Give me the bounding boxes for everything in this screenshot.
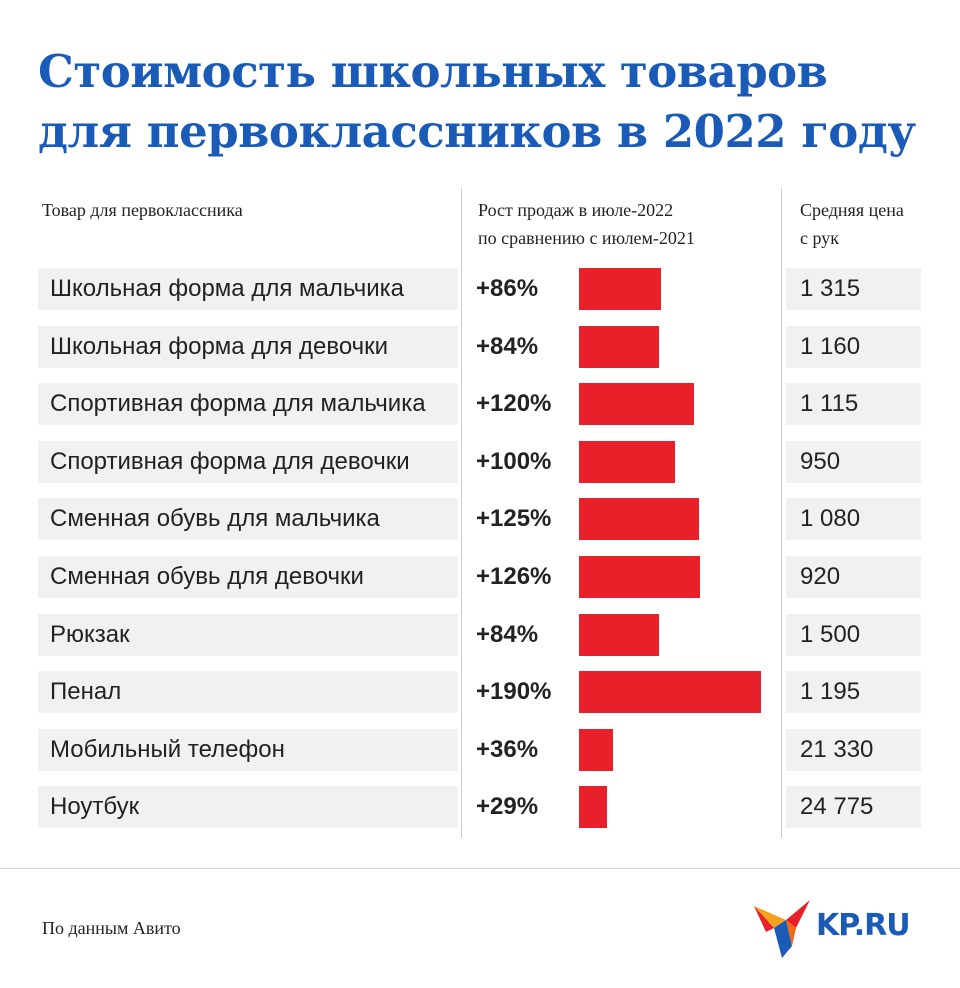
growth-bar xyxy=(579,729,613,771)
item-name: Школьная форма для девочки xyxy=(50,333,389,360)
average-price: 24 775 xyxy=(800,793,874,820)
price-cell-background xyxy=(786,498,921,540)
table-row: Сменная обувь для мальчика +125% 1 080 xyxy=(38,498,921,540)
chart-title-line-1: Стоимость школьных товаров xyxy=(38,45,828,98)
growth-label: +86% xyxy=(476,275,539,302)
row-background xyxy=(38,556,458,598)
average-price: 21 330 xyxy=(800,736,874,763)
row-background xyxy=(38,729,458,771)
column-header-growth-line-2: по сравнению с июлем-2021 xyxy=(478,228,695,248)
growth-bar xyxy=(579,326,659,368)
bird-logo-icon xyxy=(754,900,810,958)
column-divider-left xyxy=(461,188,462,838)
table-row: Рюкзак +84% 1 500 xyxy=(38,614,921,656)
column-header-item: Товар для первоклассника xyxy=(42,196,243,224)
growth-bar xyxy=(579,383,694,425)
growth-label: +100% xyxy=(476,448,552,475)
column-divider-right xyxy=(781,188,782,838)
row-background xyxy=(38,498,458,540)
item-name: Рюкзак xyxy=(50,621,130,648)
growth-bar xyxy=(579,614,659,656)
average-price: 1 080 xyxy=(800,505,861,532)
price-cell-background xyxy=(786,556,921,598)
growth-label: +190% xyxy=(476,678,552,705)
growth-bar xyxy=(579,441,675,483)
table-row: Спортивная форма для мальчика +120% 1 115 xyxy=(38,383,921,425)
row-background xyxy=(38,786,458,828)
average-price: 1 195 xyxy=(800,678,861,705)
row-background xyxy=(38,383,458,425)
growth-label: +126% xyxy=(476,563,552,590)
item-name: Сменная обувь для девочки xyxy=(50,563,364,590)
column-header-price: Средняя цена с рук xyxy=(800,196,904,252)
growth-label: +36% xyxy=(476,736,539,763)
price-cell-background xyxy=(786,786,921,828)
kp-logo: KP.RU xyxy=(752,898,932,960)
growth-bar xyxy=(579,556,700,598)
chart-title-line-2: для первоклассников в 2022 году xyxy=(38,105,916,158)
footer-divider xyxy=(0,868,960,869)
average-price: 920 xyxy=(800,563,841,590)
price-cell-background xyxy=(786,729,921,771)
growth-label: +84% xyxy=(476,621,539,648)
average-price: 1 115 xyxy=(800,390,859,417)
source-note: По данным Авито xyxy=(42,918,181,938)
column-header-price-line-2: с рук xyxy=(800,228,839,248)
item-name: Спортивная форма для мальчика xyxy=(50,390,426,417)
logo-wordmark: KP.RU xyxy=(816,908,911,943)
growth-bar xyxy=(579,671,761,713)
average-price: 1 500 xyxy=(800,621,861,648)
row-background xyxy=(38,614,458,656)
price-cell-background xyxy=(786,614,921,656)
growth-label: +84% xyxy=(476,333,539,360)
table-row: Сменная обувь для девочки +126% 920 xyxy=(38,556,921,598)
table-row: Пенал +190% 1 195 xyxy=(38,671,921,713)
row-background xyxy=(38,441,458,483)
average-price: 1 160 xyxy=(800,333,861,360)
price-cell-background xyxy=(786,383,921,425)
table-row: Спортивная форма для девочки +100% 950 xyxy=(38,441,921,483)
item-name: Мобильный телефон xyxy=(50,736,285,763)
item-name: Ноутбук xyxy=(50,793,140,820)
table-row: Школьная форма для девочки +84% 1 160 xyxy=(38,326,921,368)
row-background xyxy=(38,671,458,713)
row-background xyxy=(38,268,458,310)
item-name: Школьная форма для мальчика xyxy=(50,275,405,302)
growth-label: +29% xyxy=(476,793,539,820)
table-row: Мобильный телефон +36% 21 330 xyxy=(38,729,921,771)
chart-title: Стоимость школьных товаров для первоклас… xyxy=(38,42,916,162)
item-name: Сменная обувь для мальчика xyxy=(50,505,380,532)
average-price: 950 xyxy=(800,448,841,475)
table-row: Ноутбук +29% 24 775 xyxy=(38,786,921,828)
price-cell-background xyxy=(786,671,921,713)
column-header-growth-line-1: Рост продаж в июле-2022 xyxy=(478,200,674,220)
price-cell-background xyxy=(786,326,921,368)
table-row: Школьная форма для мальчика +86% 1 315 xyxy=(38,268,921,310)
item-name: Спортивная форма для девочки xyxy=(50,448,410,475)
price-cell-background xyxy=(786,268,921,310)
price-cell-background xyxy=(786,441,921,483)
growth-label: +125% xyxy=(476,505,552,532)
column-header-item-label: Товар для первоклассника xyxy=(42,200,243,220)
growth-label: +120% xyxy=(476,390,552,417)
row-background xyxy=(38,326,458,368)
column-header-growth: Рост продаж в июле-2022 по сравнению с и… xyxy=(478,196,695,252)
growth-bar xyxy=(579,786,607,828)
item-name: Пенал xyxy=(50,678,122,705)
growth-bar xyxy=(579,498,699,540)
column-header-price-line-1: Средняя цена xyxy=(800,200,904,220)
growth-bar xyxy=(579,268,661,310)
average-price: 1 315 xyxy=(800,275,861,302)
